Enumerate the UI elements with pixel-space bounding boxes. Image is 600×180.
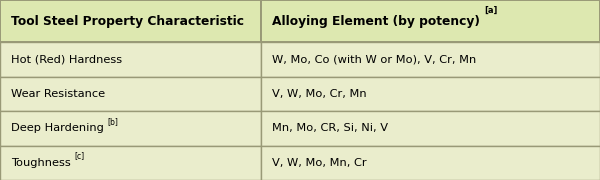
Text: Mn, Mo, CR, Si, Ni, V: Mn, Mo, CR, Si, Ni, V: [272, 123, 388, 133]
Text: Deep Hardening: Deep Hardening: [11, 123, 107, 133]
Text: [a]: [a]: [484, 6, 497, 15]
Bar: [0, 111, 261, 146]
Text: Toughness: Toughness: [11, 158, 74, 168]
Bar: [261, 77, 600, 111]
Text: Alloying Element (by potency): Alloying Element (by potency): [272, 15, 484, 28]
Bar: [261, 0, 600, 42]
Text: Tool Steel Property Characteristic: Tool Steel Property Characteristic: [11, 15, 244, 28]
Text: [b]: [b]: [107, 117, 118, 126]
Text: [c]: [c]: [74, 151, 84, 160]
Bar: [0, 42, 261, 77]
Bar: [0, 0, 261, 42]
Text: V, W, Mo, Mn, Cr: V, W, Mo, Mn, Cr: [272, 158, 367, 168]
Text: W, Mo, Co (with W or Mo), V, Cr, Mn: W, Mo, Co (with W or Mo), V, Cr, Mn: [272, 55, 476, 64]
Bar: [0, 77, 261, 111]
Bar: [0, 146, 261, 180]
Bar: [261, 146, 600, 180]
Text: V, W, Mo, Cr, Mn: V, W, Mo, Cr, Mn: [272, 89, 367, 99]
Bar: [261, 42, 600, 77]
Text: Wear Resistance: Wear Resistance: [11, 89, 105, 99]
Text: Hot (Red) Hardness: Hot (Red) Hardness: [11, 55, 122, 64]
Bar: [261, 111, 600, 146]
